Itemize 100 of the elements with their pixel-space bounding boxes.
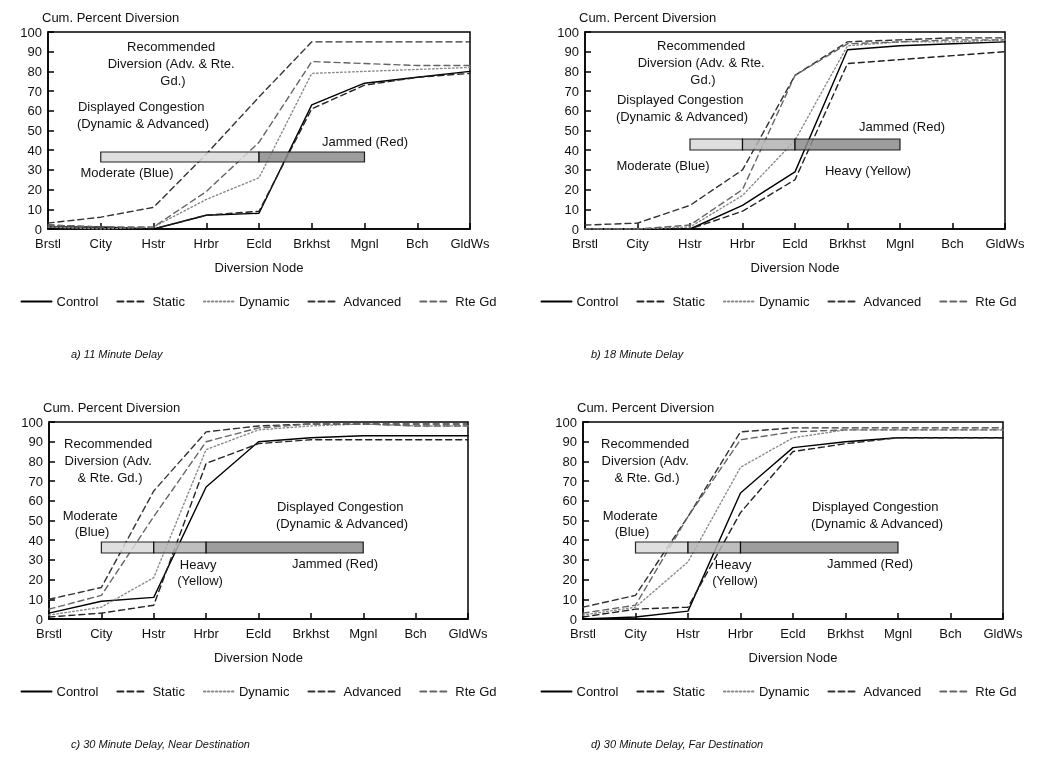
y-tick-label: 80 xyxy=(27,63,42,79)
y-tick-label: 60 xyxy=(27,103,42,119)
band-label: Moderate (Blue) xyxy=(602,507,662,539)
y-tick-label: 30 xyxy=(562,552,577,568)
x-tick-label: City xyxy=(89,236,113,251)
x-axis-title: Diversion Node xyxy=(748,650,838,665)
legend-label: Dynamic xyxy=(238,684,290,699)
x-tick-label: Brkhst xyxy=(293,236,331,251)
y-tick-label: 20 xyxy=(27,182,42,198)
band-label: Heavy (Yellow) xyxy=(824,162,912,178)
text: d) 30 Minute Delay, Far Destination xyxy=(591,737,764,750)
y-tick-label: 70 xyxy=(27,83,42,99)
y-tick-label: 90 xyxy=(28,434,43,450)
y-tick-label: 10 xyxy=(28,591,43,607)
x-axis-title: Diversion Node xyxy=(750,260,840,275)
y-tick-label: 80 xyxy=(28,453,43,469)
x-tick-label: Hstr xyxy=(678,236,703,251)
x-tick-label: Brstl xyxy=(572,236,599,251)
y-tick-label: 10 xyxy=(564,201,579,217)
y-tick-label: 30 xyxy=(28,552,43,568)
x-tick-label: Hrbr xyxy=(727,626,754,641)
x-tick-label: Brstl xyxy=(35,236,62,251)
y-tick-label: 40 xyxy=(564,142,579,158)
legend-label: Advanced xyxy=(863,294,922,309)
text: b) 18 Minute Delay xyxy=(591,347,685,360)
band-label: Heavy (Yellow) xyxy=(177,556,223,588)
y-tick-label: 50 xyxy=(564,123,579,138)
legend-label: Control xyxy=(56,684,99,699)
band-label: Heavy (Yellow) xyxy=(712,556,758,588)
y-tick-label: 60 xyxy=(28,493,43,509)
y-tick-label: 0 xyxy=(571,221,579,237)
y-tick-label: 20 xyxy=(564,182,579,198)
text: c) 30 Minute Delay, Near Destination xyxy=(71,737,250,750)
x-tick-label: Mgnl xyxy=(883,626,913,641)
x-tick-label: Brkhst xyxy=(292,626,330,641)
legend-label: Control xyxy=(56,294,99,309)
annotation: Displayed Congestion (Dynamic & Advanced) xyxy=(76,99,210,131)
x-tick-label: Ecld xyxy=(245,626,272,641)
annotation: Displayed Congestion (Dynamic & Advanced) xyxy=(615,92,749,124)
y-tick-label: 90 xyxy=(562,434,577,450)
x-tick-label: Brstl xyxy=(570,626,597,641)
annotation: Recommended Diversion (Adv. & Rte. Gd.) xyxy=(601,435,693,485)
x-tick-label: GldWs xyxy=(450,236,490,251)
annotation: Recommended Diversion (Adv. & Rte. Gd.) xyxy=(107,38,239,88)
x-tick-label: Mgnl xyxy=(350,236,379,251)
x-tick-label: Ecld xyxy=(782,236,808,251)
x-axis-title: Diversion Node xyxy=(214,260,304,275)
annotation: Recommended Diversion (Adv. & Rte. Gd.) xyxy=(637,37,769,87)
x-tick-label: GldWs xyxy=(983,626,1023,641)
y-tick-label: 70 xyxy=(28,473,43,489)
y-tick-label: 50 xyxy=(28,513,43,528)
y-tick-label: 0 xyxy=(35,611,43,627)
y-tick-label: 100 xyxy=(557,24,579,40)
x-tick-label: Hrbr xyxy=(193,626,220,641)
legend-label: Advanced xyxy=(863,684,922,699)
x-tick-label: City xyxy=(626,236,650,251)
x-tick-label: Hrbr xyxy=(193,236,220,251)
x-tick-label: Hstr xyxy=(676,626,701,641)
x-tick-label: Bch xyxy=(404,626,427,641)
x-tick-label: Hrbr xyxy=(729,236,756,251)
legend-label: Static xyxy=(672,294,706,309)
band-label: Moderate (Blue) xyxy=(62,507,122,539)
legend-label: Dynamic xyxy=(758,684,810,699)
x-tick-label: Bch xyxy=(941,236,964,251)
legend-label: Rte Gd xyxy=(455,294,497,309)
legend-label: Dynamic xyxy=(758,294,810,309)
y-tick-label: 60 xyxy=(562,493,577,509)
text: a) 11 Minute Delay xyxy=(71,347,165,360)
y-tick-label: 40 xyxy=(27,142,42,158)
x-tick-label: City xyxy=(90,626,114,641)
legend-label: Rte Gd xyxy=(455,684,497,699)
legend-label: Control xyxy=(576,684,619,699)
y-tick-label: 40 xyxy=(28,532,43,548)
x-tick-label: Bch xyxy=(939,626,962,641)
y-axis-title: Cum. Percent Diversion xyxy=(43,400,181,415)
x-axis-title: Diversion Node xyxy=(214,650,303,665)
y-tick-label: 60 xyxy=(564,103,579,119)
y-tick-label: 20 xyxy=(562,572,577,588)
legend-label: Static xyxy=(672,684,706,699)
annotation: Recommended Diversion (Adv. & Rte. Gd.) xyxy=(64,435,156,485)
x-tick-label: GldWs xyxy=(448,626,488,641)
x-tick-label: GldWs xyxy=(985,236,1025,251)
y-axis-title: Cum. Percent Diversion xyxy=(577,400,715,415)
y-tick-label: 90 xyxy=(27,44,42,60)
legend-label: Static xyxy=(152,684,186,699)
x-tick-label: Ecld xyxy=(780,626,806,641)
y-axis-title: Cum. Percent Diversion xyxy=(42,10,180,25)
x-tick-label: Bch xyxy=(406,236,429,251)
band-label: Moderate (Blue) xyxy=(616,157,710,173)
legend-label: Rte Gd xyxy=(975,294,1017,309)
x-tick-label: Mgnl xyxy=(885,236,915,251)
band-label: Moderate (Blue) xyxy=(80,164,174,180)
y-tick-label: 10 xyxy=(27,201,42,217)
legend-label: Static xyxy=(152,294,186,309)
y-tick-label: 80 xyxy=(562,453,577,469)
annotation: Displayed Congestion (Dynamic & Advanced) xyxy=(810,499,944,531)
x-tick-label: Brstl xyxy=(36,626,63,641)
legend-label: Rte Gd xyxy=(975,684,1017,699)
x-tick-label: Brkhst xyxy=(827,626,865,641)
x-tick-label: Hstr xyxy=(141,626,167,641)
